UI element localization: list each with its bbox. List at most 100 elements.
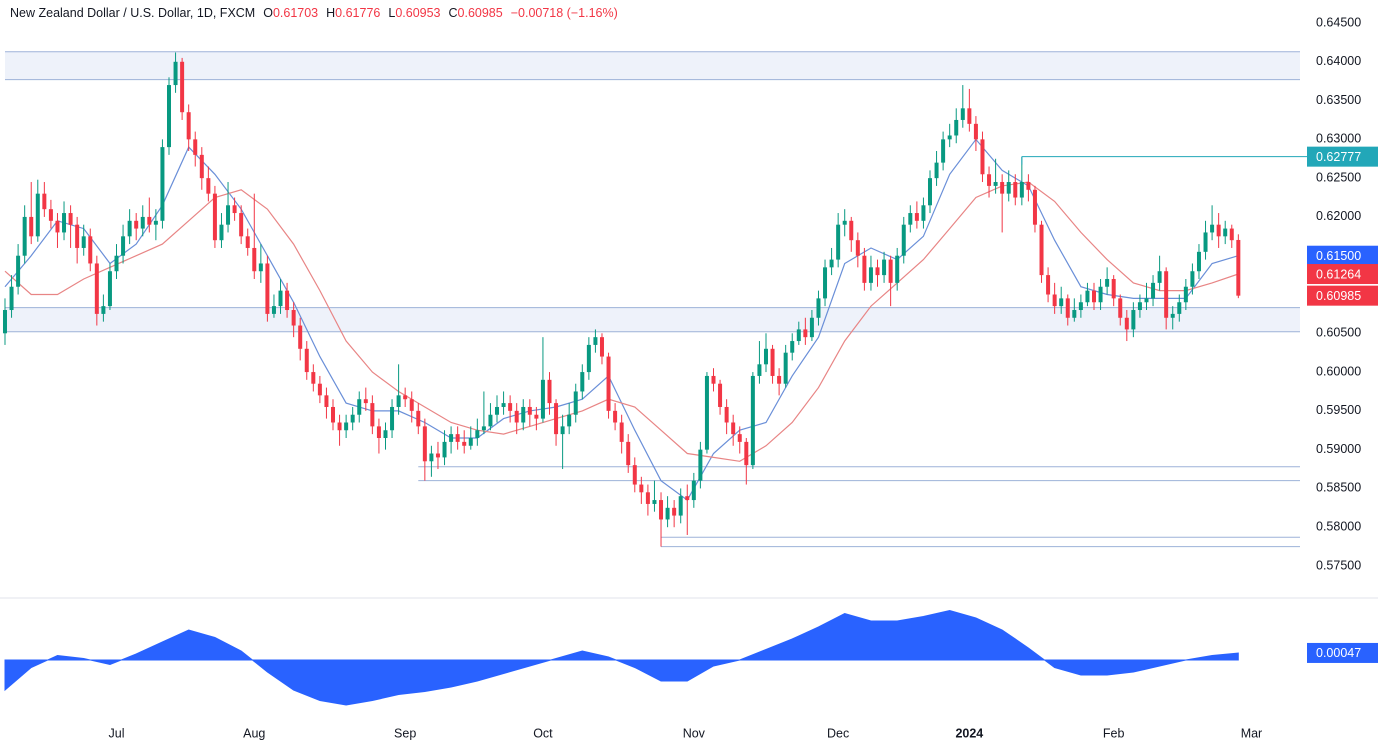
candle-body [22,216,27,256]
candle-body [534,414,539,419]
candle-body [626,441,631,466]
candle-body [1111,278,1116,299]
candle-body [239,213,244,237]
moving-average [4,181,1239,462]
candle-body [186,112,191,140]
candle-body [1124,317,1129,330]
zone [418,466,1301,481]
candle-body [901,224,906,256]
price-badge [1307,285,1378,306]
y-tick-label: 0.58500 [1316,481,1361,495]
candle-body [580,372,585,392]
candle-body [193,139,198,155]
ohlc-value: 0.60985 [458,6,503,20]
candle-body [855,240,860,256]
candle-body [796,329,801,342]
candle-body [836,224,841,260]
candle-body [449,434,454,442]
candle-body [29,216,34,237]
candle-body [1203,232,1208,252]
y-tick-label: 0.59500 [1316,403,1361,417]
candle-body [416,410,421,427]
candle-body [48,209,53,221]
candle-body [245,236,250,248]
candle-body [42,193,47,210]
candle-body [166,85,171,148]
candle-body [475,430,480,439]
candle-body [691,480,696,501]
candle-body [704,375,709,450]
y-tick-label: 0.60000 [1316,364,1361,378]
candle-body [508,403,513,411]
ohlc-key: O [263,6,273,20]
candle-body [527,406,532,415]
x-tick-label: Nov [683,726,706,740]
candle-body [226,205,231,225]
candle-body [1065,298,1070,318]
price-badge [1307,146,1378,167]
candle-body [973,123,978,140]
y-tick-label: 0.64500 [1316,15,1361,29]
candle-body [659,500,664,520]
candle-body [980,139,985,175]
candle-body [501,403,506,407]
y-tick-label: 0.58000 [1316,520,1361,534]
candle-body [1223,228,1228,237]
candle-body [737,434,742,442]
candle-body [317,383,322,396]
candle-body [403,395,408,400]
candle-body [1059,298,1064,307]
candle-body [435,453,440,458]
candle-body [567,414,572,427]
candle-body [750,375,755,466]
candle-body [1210,224,1215,233]
candle-body [540,379,545,419]
candle-body [1183,286,1188,303]
candle-body [849,220,854,241]
y-tick-label: 0.63000 [1316,132,1361,146]
candle-body [1216,224,1221,237]
candle-body [1078,302,1083,311]
candle-body [140,216,145,229]
candle-body [744,441,749,466]
candle-body [1229,228,1234,241]
symbol-title: New Zealand Dollar / U.S. Dollar, 1D, FX… [10,6,255,20]
candle-body [763,348,768,365]
y-tick-label: 0.62500 [1316,170,1361,184]
candle-body [357,399,362,415]
candle-body [298,325,303,349]
x-tick-label: Mar [1241,726,1263,740]
candle-body [1151,282,1156,299]
candle-body [429,453,434,462]
candle-body [882,259,887,276]
x-tick-label: Sep [394,726,416,740]
price-badge [1307,642,1378,663]
candle-body [121,236,126,256]
candle-body [770,348,775,376]
candle-body [331,406,336,423]
x-tick-label: Feb [1103,726,1125,740]
candle-body [1085,290,1090,303]
candle-body [2,310,7,334]
candle-body [68,213,73,225]
candle-body [173,61,178,86]
zone [4,307,1301,332]
candle-body [554,403,559,435]
candle-body [147,216,152,225]
candle-body [383,430,388,439]
candle-body [232,205,237,214]
y-tick-label: 0.64000 [1316,54,1361,68]
x-tick-label: Aug [243,726,265,740]
y-tick-label: 0.59000 [1316,442,1361,456]
candle-body [212,193,217,241]
candle-body [941,139,946,163]
candle-body [114,255,119,272]
candle-body [1196,251,1201,272]
candle-body [803,329,808,338]
candle-body [1131,310,1136,330]
candle-body [1190,271,1195,287]
candle-body [927,178,932,206]
candle-body [180,61,185,113]
zone [661,537,1300,547]
candle-body [304,348,309,373]
